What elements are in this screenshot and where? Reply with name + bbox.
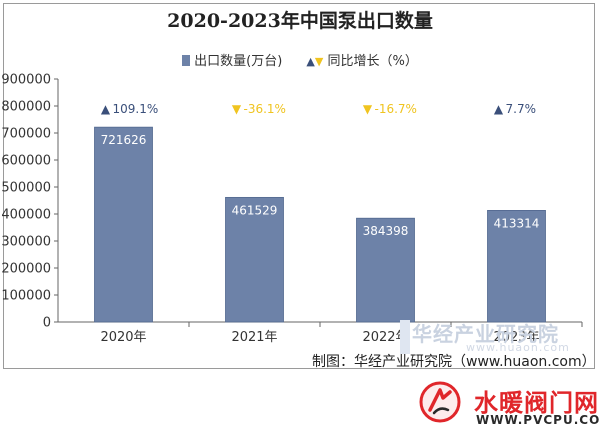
source-note: 制图：华经产业研究院（www.huaon.com） — [312, 354, 596, 370]
watermark-logo — [400, 320, 410, 354]
y-tick-label: 0 — [43, 316, 51, 331]
growth-up-icon: ▲ — [494, 102, 504, 116]
y-tick-label: 300000 — [1, 235, 51, 250]
growth-label: 109.1% — [113, 102, 159, 116]
legend-swatch-bar — [182, 55, 191, 66]
y-tick-label: 900000 — [1, 73, 51, 88]
bar — [225, 196, 284, 323]
y-tick-label: 600000 — [1, 154, 51, 169]
bar — [94, 126, 153, 323]
watermark-url: www.huaon.com — [466, 341, 570, 354]
chart-title: 2020-2023年中国泵出口数量 — [167, 10, 433, 32]
growth-label: 7.7% — [506, 102, 537, 116]
bar — [487, 210, 546, 323]
x-tick-label: 2021年 — [231, 330, 277, 345]
bar — [356, 217, 415, 323]
growth-up-icon: ▲ — [101, 102, 111, 116]
x-tick-label: 2023年 — [493, 330, 539, 345]
growth-down-icon: ▼ — [232, 102, 242, 116]
chart-legend: 出口数量(万台) ▲▼ 同比增长（%） — [0, 50, 600, 69]
y-tick-label: 100000 — [1, 289, 51, 304]
watermark-text: 华经产业研究院 — [412, 322, 559, 346]
brand-url: WWW.PVCPU.COM — [476, 413, 600, 427]
growth-label: -16.7% — [375, 102, 417, 116]
x-tick-label: 2020年 — [100, 330, 146, 345]
y-tick-label: 400000 — [1, 208, 51, 223]
y-tick-label: 200000 — [1, 262, 51, 277]
down-triangle-icon: ▼ — [314, 55, 324, 68]
bar-value-label: 721626 — [101, 133, 147, 147]
y-tick-label: 800000 — [1, 100, 51, 115]
y-tick-label: 500000 — [1, 181, 51, 196]
growth-down-icon: ▼ — [363, 102, 373, 116]
y-tick-label: 700000 — [1, 127, 51, 142]
up-triangle-icon: ▲ — [306, 55, 315, 68]
legend-label-export: 出口数量(万台) — [194, 54, 283, 69]
bar-value-label: 384398 — [363, 224, 409, 238]
x-tick-label: 2022年 — [362, 330, 408, 345]
legend-label-growth: 同比增长（%） — [327, 54, 418, 69]
growth-label: -36.1% — [244, 102, 286, 116]
legend-item-export: 出口数量(万台) — [182, 50, 282, 69]
brand-name: 水暖阀门网 — [474, 389, 599, 417]
bar-value-label: 461529 — [232, 203, 278, 217]
brand-logo-icon — [419, 381, 461, 423]
legend-item-growth: ▲▼ 同比增长（%） — [306, 50, 417, 69]
bar-value-label: 413314 — [494, 216, 540, 230]
